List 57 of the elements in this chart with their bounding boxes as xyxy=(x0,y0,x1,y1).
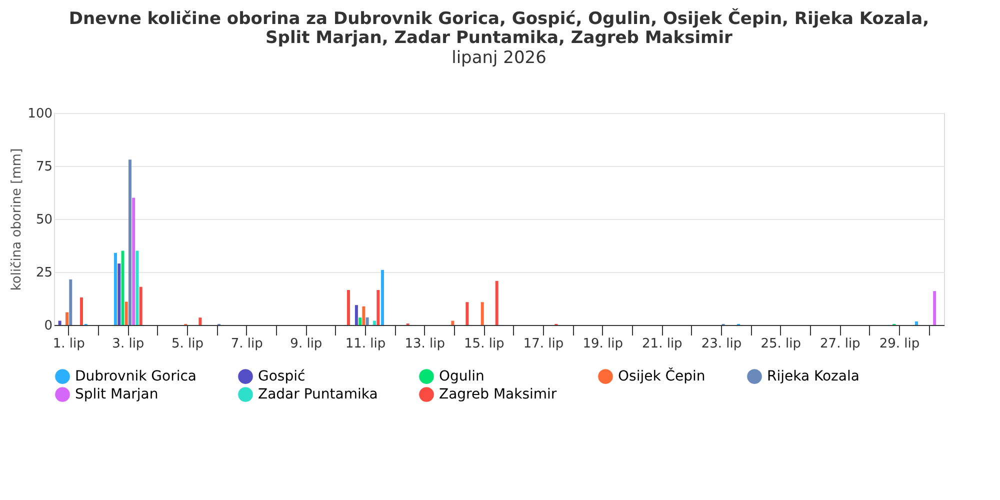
y-tick-label: 50 xyxy=(36,212,52,228)
bar xyxy=(358,318,362,325)
x-tick-label: 27. lip xyxy=(820,336,860,352)
bar xyxy=(139,286,142,325)
x-tick-label: 5. lip xyxy=(171,336,204,352)
bar xyxy=(136,250,139,325)
bar xyxy=(114,252,118,325)
y-tick-label: 0 xyxy=(44,318,52,334)
bar xyxy=(915,321,918,325)
bar xyxy=(354,305,358,325)
y-axis-title: količina oborine [mm] xyxy=(10,148,25,291)
bar xyxy=(80,297,83,325)
bar xyxy=(381,270,384,325)
legend-label: Split Marjan xyxy=(75,386,158,402)
bar xyxy=(66,312,69,325)
x-tick-label: 3. lip xyxy=(112,336,144,352)
legend-label: Gospić xyxy=(258,368,306,385)
legend-label: Zagreb Maksimir xyxy=(439,386,557,402)
x-tick-label: 21. lip xyxy=(642,336,682,352)
bar xyxy=(366,317,369,325)
bar xyxy=(69,279,72,325)
y-tick-label: 75 xyxy=(36,160,52,174)
bar xyxy=(132,198,136,325)
legend-label: Rijeka Kozala xyxy=(767,368,860,385)
bar xyxy=(128,160,132,325)
legend-label: Osijek Čepin xyxy=(618,368,706,385)
x-tick-label: 1. lip xyxy=(52,336,85,352)
bar xyxy=(58,320,62,325)
x-tick-label: 19. lip xyxy=(582,336,623,352)
bar xyxy=(376,290,380,325)
bar xyxy=(346,290,350,325)
bar xyxy=(480,302,484,325)
x-tick-label: 13. lip xyxy=(404,336,445,352)
x-tick-label: 9. lip xyxy=(290,336,322,352)
x-tick-label: 11. lip xyxy=(345,336,386,352)
legend-label: Dubrovnik Gorica xyxy=(75,368,196,385)
x-tick-label: 25. lip xyxy=(760,336,801,352)
chart-subtitle: lipanj 2026 xyxy=(452,48,546,68)
bar xyxy=(495,280,498,325)
x-tick-label: 29. lip xyxy=(879,336,920,352)
bar xyxy=(118,264,121,325)
x-tick-label: 7. lip xyxy=(230,336,263,352)
bar xyxy=(362,306,366,325)
x-tick-label: 15. lip xyxy=(464,336,504,352)
legend-label: Ogulin xyxy=(439,368,484,385)
bar xyxy=(121,250,124,325)
x-tick-label: 23. lip xyxy=(701,336,742,352)
x-tick-label: 17. lip xyxy=(523,336,564,352)
bar xyxy=(198,318,202,325)
y-tick-label: 25 xyxy=(36,266,52,280)
bar xyxy=(451,320,454,325)
bar xyxy=(466,302,469,325)
bar xyxy=(373,320,376,325)
bar xyxy=(124,302,128,325)
legend-label: Zadar Puntamika xyxy=(258,386,378,402)
y-tick-label: 100 xyxy=(28,106,52,122)
bar xyxy=(933,291,936,325)
